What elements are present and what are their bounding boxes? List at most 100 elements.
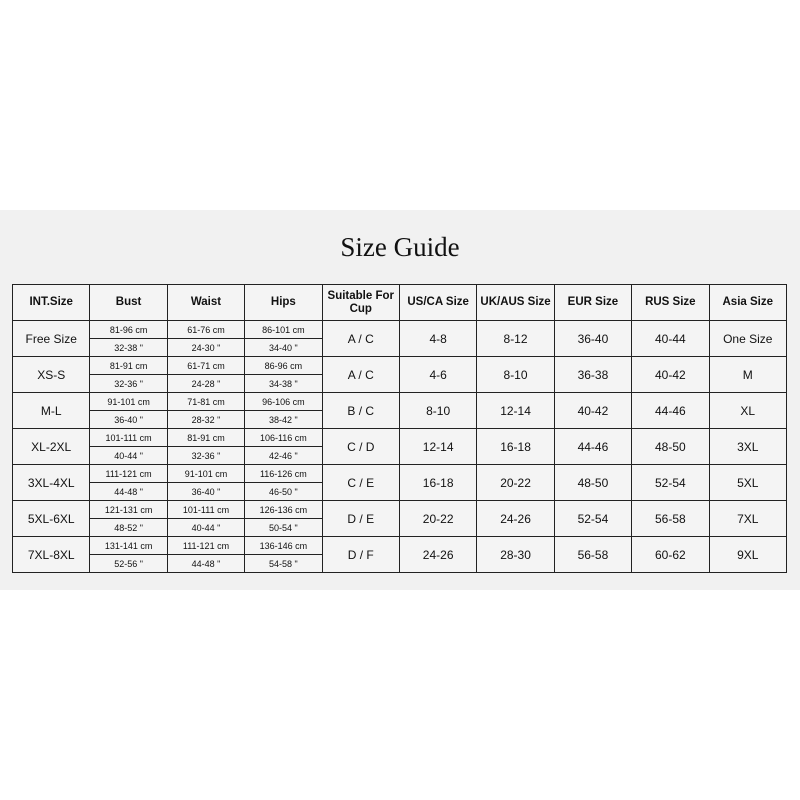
cell-bust-in: 32-38 " bbox=[89, 338, 168, 357]
header-us-ca: US/CA Size bbox=[398, 284, 478, 321]
cell-hips-in: 54-58 " bbox=[244, 554, 323, 573]
cell-asia: M bbox=[708, 356, 788, 393]
header-bust: Bust bbox=[89, 284, 168, 321]
cell-waist-cm: 91-101 cm bbox=[166, 464, 246, 483]
cell-eur: 48-50 bbox=[553, 464, 633, 501]
cell-waist-in: 28-32 " bbox=[166, 410, 246, 429]
header-uk-aus: UK/AUS Size bbox=[476, 284, 555, 321]
cell-waist-in: 24-30 " bbox=[166, 338, 246, 357]
cell-waist-cm: 81-91 cm bbox=[166, 428, 246, 447]
cell-int: M-L bbox=[11, 392, 91, 429]
cell-bust-cm: 81-91 cm bbox=[89, 356, 168, 375]
cell-int: Free Size bbox=[11, 320, 91, 357]
cell-waist-in: 40-44 " bbox=[166, 518, 246, 537]
cell-waist-in: 32-36 " bbox=[166, 446, 246, 465]
cell-cup: D / F bbox=[321, 536, 400, 573]
cell-us: 24-26 bbox=[398, 536, 478, 573]
table-row-inches: 48-52 " 40-44 " 50-54 " bbox=[13, 518, 787, 537]
cell-bust-cm: 131-141 cm bbox=[89, 536, 168, 555]
cell-eur: 36-40 bbox=[553, 320, 633, 357]
cell-bust-in: 52-56 " bbox=[89, 554, 168, 573]
cell-hips-in: 42-46 " bbox=[244, 446, 323, 465]
cell-cup: C / E bbox=[321, 464, 400, 501]
cell-eur: 36-38 bbox=[553, 356, 633, 393]
table-row-inches: 32-38 " 24-30 " 34-40 " bbox=[13, 338, 787, 357]
header-cup: Suitable For Cup bbox=[321, 284, 400, 321]
cell-us: 4-8 bbox=[398, 320, 478, 357]
cell-bust-in: 40-44 " bbox=[89, 446, 168, 465]
cell-uk: 16-18 bbox=[476, 428, 555, 465]
page-title: Size Guide bbox=[340, 232, 460, 262]
cell-bust-cm: 101-111 cm bbox=[89, 428, 168, 447]
table-row: 3XL-4XL 111-121 cm 91-101 cm 116-126 cm C / … bbox=[11, 464, 788, 501]
table-row-inches: 40-44 " 32-36 " 42-46 " bbox=[13, 446, 787, 465]
cell-rus: 56-58 bbox=[631, 500, 710, 537]
cell-us: 20-22 bbox=[398, 500, 478, 537]
cell-uk: 8-10 bbox=[476, 356, 555, 393]
cell-asia: 9XL bbox=[708, 536, 788, 573]
cell-hips-cm: 86-101 cm bbox=[244, 320, 323, 339]
cell-cup: C / D bbox=[321, 428, 400, 465]
table-row: 5XL-6XL 121-131 cm 101-111 cm 126-136 cm D /… bbox=[11, 500, 788, 537]
cell-hips-in: 46-50 " bbox=[244, 482, 323, 501]
cell-asia: One Size bbox=[708, 320, 788, 357]
cell-rus: 40-44 bbox=[631, 320, 710, 357]
cell-hips-in: 50-54 " bbox=[244, 518, 323, 537]
cell-waist-cm: 111-121 cm bbox=[166, 536, 246, 555]
cell-waist-in: 44-48 " bbox=[166, 554, 246, 573]
cell-rus: 40-42 bbox=[631, 356, 710, 393]
cell-waist-cm: 101-111 cm bbox=[166, 500, 246, 519]
cell-hips-cm: 126-136 cm bbox=[244, 500, 323, 519]
cell-uk: 12-14 bbox=[476, 392, 555, 429]
header-asia: Asia Size bbox=[708, 284, 788, 321]
cell-uk: 28-30 bbox=[476, 536, 555, 573]
cell-int: 3XL-4XL bbox=[11, 464, 91, 501]
cell-eur: 40-42 bbox=[553, 392, 633, 429]
cell-bust-cm: 81-96 cm bbox=[89, 320, 168, 339]
cell-bust-in: 44-48 " bbox=[89, 482, 168, 501]
cell-bust-in: 48-52 " bbox=[89, 518, 168, 537]
table-row-inches: 52-56 " 44-48 " 54-58 " bbox=[13, 554, 787, 573]
cell-hips-cm: 106-116 cm bbox=[244, 428, 323, 447]
header-waist: Waist bbox=[166, 284, 246, 321]
cell-us: 4-6 bbox=[398, 356, 478, 393]
cell-us: 16-18 bbox=[398, 464, 478, 501]
header-row: INT.Size Bust Waist Hips Suitable For Cup US/… bbox=[11, 284, 788, 321]
cell-bust-cm: 91-101 cm bbox=[89, 392, 168, 411]
cell-cup: A / C bbox=[321, 356, 400, 393]
cell-us: 12-14 bbox=[398, 428, 478, 465]
cell-bust-cm: 121-131 cm bbox=[89, 500, 168, 519]
cell-rus: 60-62 bbox=[631, 536, 710, 573]
header-rus: RUS Size bbox=[631, 284, 710, 321]
cell-hips-cm: 96-106 cm bbox=[244, 392, 323, 411]
cell-uk: 24-26 bbox=[476, 500, 555, 537]
cell-asia: 5XL bbox=[708, 464, 788, 501]
table-row: XS-S 81-91 cm 61-71 cm 86-96 cm A / C 4-6 8-10… bbox=[11, 356, 788, 393]
cell-asia: 7XL bbox=[708, 500, 788, 537]
cell-hips-cm: 136-146 cm bbox=[244, 536, 323, 555]
cell-hips-cm: 86-96 cm bbox=[244, 356, 323, 375]
cell-waist-cm: 71-81 cm bbox=[166, 392, 246, 411]
cell-int: 7XL-8XL bbox=[11, 536, 91, 573]
cell-hips-in: 38-42 " bbox=[244, 410, 323, 429]
size-table: INT.Size Bust Waist Hips Suitable For Cup US/… bbox=[11, 284, 788, 573]
cell-cup: B / C bbox=[321, 392, 400, 429]
cell-hips-in: 34-38 " bbox=[244, 374, 323, 393]
cell-rus: 52-54 bbox=[631, 464, 710, 501]
cell-us: 8-10 bbox=[398, 392, 478, 429]
cell-eur: 52-54 bbox=[553, 500, 633, 537]
cell-eur: 44-46 bbox=[553, 428, 633, 465]
cell-cup: A / C bbox=[321, 320, 400, 357]
cell-hips-cm: 116-126 cm bbox=[244, 464, 323, 483]
cell-uk: 20-22 bbox=[476, 464, 555, 501]
header-hips: Hips bbox=[244, 284, 323, 321]
cell-eur: 56-58 bbox=[553, 536, 633, 573]
cell-hips-in: 34-40 " bbox=[244, 338, 323, 357]
cell-int: 5XL-6XL bbox=[11, 500, 91, 537]
cell-bust-cm: 111-121 cm bbox=[89, 464, 168, 483]
cell-rus: 44-46 bbox=[631, 392, 710, 429]
table-row: M-L 91-101 cm 71-81 cm 96-106 cm B / C 8-10 12… bbox=[11, 392, 788, 429]
header-eur: EUR Size bbox=[553, 284, 633, 321]
